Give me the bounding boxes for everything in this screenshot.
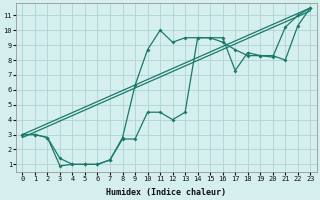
- X-axis label: Humidex (Indice chaleur): Humidex (Indice chaleur): [106, 188, 226, 197]
